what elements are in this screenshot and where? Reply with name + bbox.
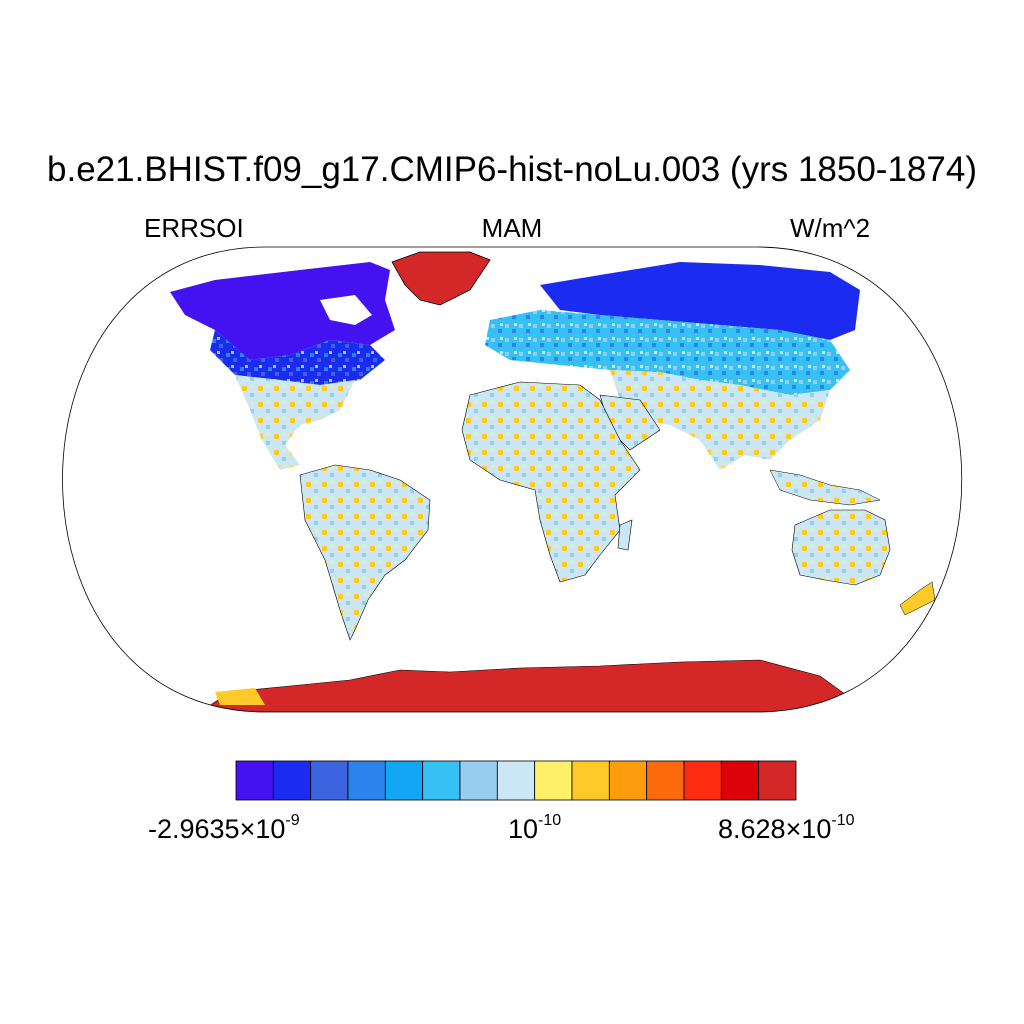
region-madagascar: [617, 519, 633, 551]
colorbar-swatch: [347, 760, 386, 801]
colorbar-swatch: [608, 760, 648, 801]
colorbar-swatch: [310, 760, 349, 801]
colorbar-max-label: 8.628×10-10: [718, 812, 855, 844]
colorbar-swatch: [571, 760, 610, 801]
map-title: b.e21.BHIST.f09_g17.CMIP6-hist-noLu.003 …: [47, 150, 977, 189]
globe-outline: [62, 246, 963, 713]
region-africa: [461, 381, 641, 583]
colorbar-swatch: [459, 760, 498, 801]
colorbar-swatch: [422, 760, 461, 801]
region-maritime-asia: [769, 469, 881, 506]
region-eurasia-north: [540, 262, 860, 340]
season-label: MAM: [481, 213, 543, 243]
colorbar-swatch: [534, 760, 573, 801]
colorbar-swatch: [758, 760, 797, 801]
units-label: W/m^2: [790, 213, 871, 243]
region-australia: [791, 509, 891, 586]
region-antarctica-edge: [215, 688, 265, 705]
colorbar-swatch: [683, 760, 722, 801]
region-north-america-mid: [210, 330, 385, 385]
variable-label: ERRSOI: [144, 213, 244, 243]
region-greenland: [391, 251, 491, 306]
colorbar-min-label: -2.9635×10-9: [148, 812, 300, 844]
colorbar-swatch: [720, 760, 760, 801]
colorbar-swatch: [272, 760, 312, 801]
region-hudson-bay: [320, 295, 372, 325]
region-eurasia-south: [610, 370, 830, 470]
region-south-america: [299, 464, 431, 641]
region-north-america-arctic: [170, 262, 395, 360]
region-north-america-south: [235, 375, 355, 470]
colorbar-swatch: [384, 760, 424, 801]
region-eurasia-mid: [485, 310, 850, 395]
region-new-zealand: [899, 581, 936, 616]
colorbar-mid-label: 10-10: [508, 812, 562, 844]
colorbar-swatch: [646, 760, 685, 801]
colorbar-swatch: [235, 760, 274, 801]
colorbar-swatch: [496, 760, 536, 801]
